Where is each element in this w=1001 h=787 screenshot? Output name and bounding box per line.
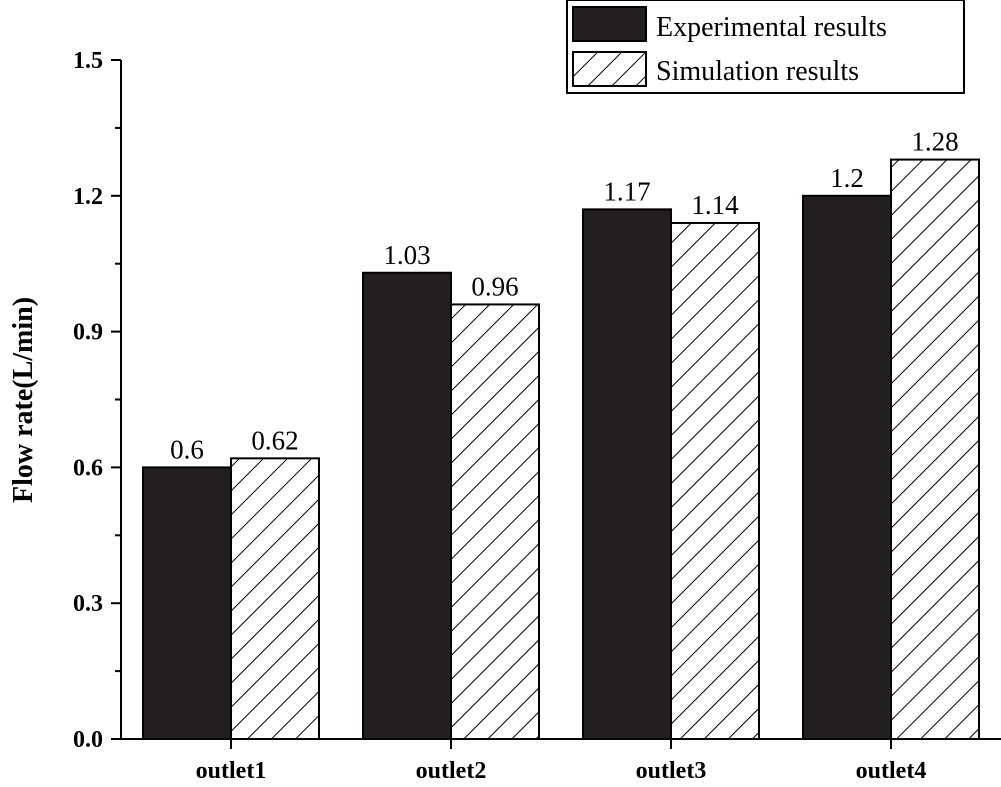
legend-label-simulation: Simulation results [656, 56, 859, 87]
bar-experimental-outlet1 [142, 466, 232, 740]
legend-label-experimental: Experimental results [656, 12, 887, 43]
data-labels-group: 0.6 0.62 1.03 0.96 1.17 1.14 1.2 1.28 [170, 127, 959, 465]
data-label-experimental-outlet3: 1.17 [603, 176, 650, 206]
bar-experimental-outlet2 [362, 271, 452, 740]
data-label-simulation-outlet1: 0.62 [251, 425, 298, 455]
x-tick-label-outlet4: outlet4 [856, 758, 927, 784]
y-tick-label: 1.2 [73, 184, 103, 210]
bar-experimental-outlet4 [802, 194, 892, 741]
bar-experimental-outlet3 [582, 208, 672, 740]
y-axis-label: Flow rate(L/min) [8, 297, 39, 503]
legend-swatch-simulation [572, 51, 647, 87]
bar-simulation-outlet2 [450, 303, 540, 740]
bars-group [142, 158, 980, 741]
bar-simulation-outlet1 [230, 457, 320, 740]
x-ticks-group: outlet1 outlet2 outlet3 outlet4 [196, 739, 927, 784]
data-label-experimental-outlet1: 0.6 [170, 434, 204, 464]
data-label-experimental-outlet4: 1.2 [830, 163, 864, 193]
x-tick-label-outlet3: outlet3 [636, 758, 707, 784]
x-tick-label-outlet1: outlet1 [196, 758, 267, 784]
bar-simulation-outlet3 [670, 221, 760, 740]
x-tick-label-outlet2: outlet2 [416, 758, 487, 784]
legend-swatch-experimental [572, 6, 647, 42]
data-label-simulation-outlet2: 0.96 [471, 271, 518, 301]
y-tick-label: 0.9 [73, 320, 103, 346]
legend: Experimental results Simulation results [566, 0, 965, 94]
y-tick-label: 0.0 [73, 727, 103, 753]
y-tick-label: 0.3 [73, 591, 103, 617]
y-ticks-group: 0.0 0.3 0.6 0.9 1.2 1.5 [73, 48, 121, 753]
data-label-experimental-outlet2: 1.03 [383, 240, 430, 270]
data-label-simulation-outlet3: 1.14 [691, 190, 739, 220]
bar-simulation-outlet4 [890, 158, 980, 740]
data-label-simulation-outlet4: 1.28 [911, 127, 958, 157]
y-tick-label: 0.6 [73, 455, 103, 481]
y-tick-label: 1.5 [73, 48, 103, 74]
